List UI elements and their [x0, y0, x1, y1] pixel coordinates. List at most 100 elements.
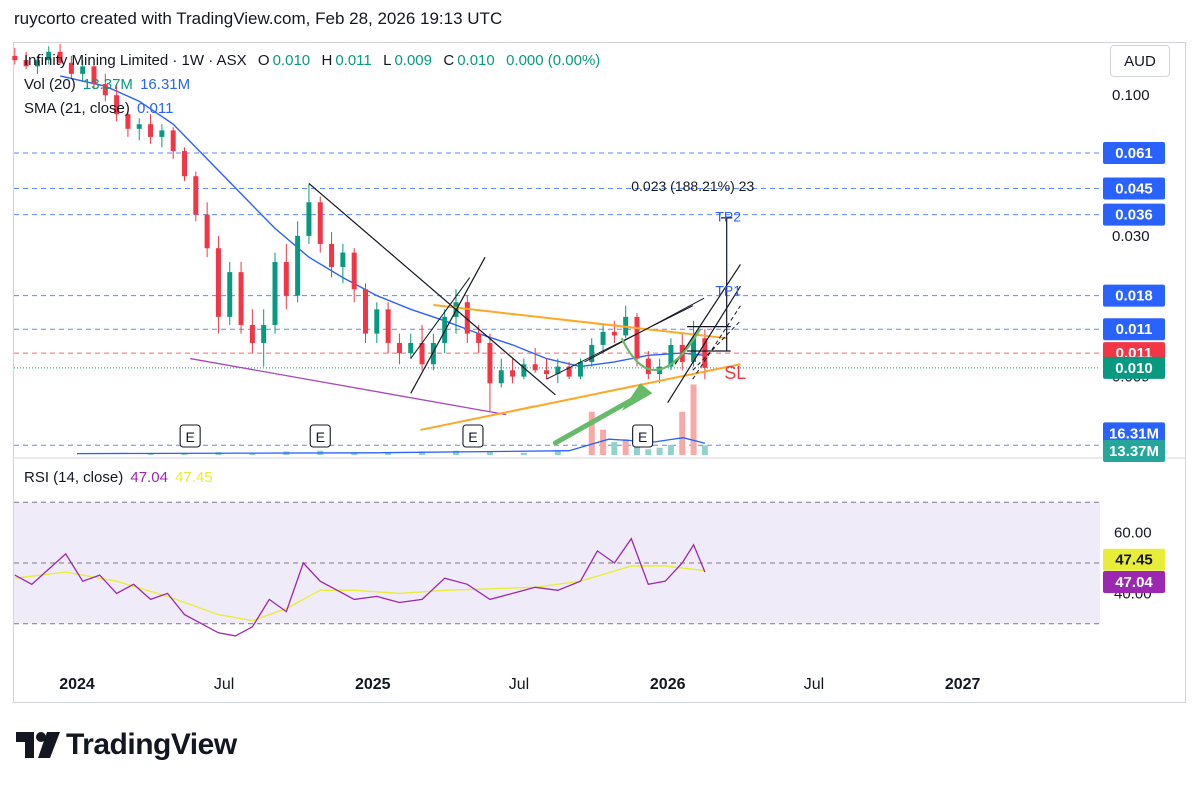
volume-bar — [147, 453, 154, 455]
tradingview-wordmark: TradingView — [66, 728, 237, 761]
price-tag: 0.045 — [1115, 181, 1153, 198]
volume-bar — [690, 384, 697, 455]
candle-body — [510, 370, 516, 377]
candle-body — [566, 366, 572, 377]
volume-bar — [701, 445, 708, 455]
candle-body — [374, 309, 380, 334]
symbol-title[interactable]: Infinity Mining Limited · 1W · ASX — [24, 52, 247, 69]
breakout-line-3 — [692, 305, 741, 380]
low-label: L — [383, 52, 392, 69]
channel-line-4 — [584, 297, 705, 363]
rsi-ma-value: 47.45 — [175, 469, 213, 486]
earnings-marker — [179, 424, 201, 448]
green-arrow-shaft — [552, 395, 638, 446]
candle-body — [283, 261, 289, 296]
price-legend: Infinity Mining Limited · 1W · ASX O 0.01… — [24, 52, 603, 69]
candle-body — [238, 272, 244, 325]
price-tag: 0.010 — [1115, 360, 1153, 377]
support-trendline — [190, 357, 507, 416]
lower-wedge-line — [420, 363, 741, 431]
volume-bar — [249, 452, 256, 455]
price-axis-label: 0.100 — [1112, 87, 1150, 104]
channel-line-3 — [546, 305, 693, 380]
volume-bar — [656, 447, 663, 455]
volume-tag: 13.37M — [1109, 443, 1159, 460]
price-tag-bg — [1103, 141, 1165, 164]
candle-body — [91, 66, 97, 85]
open-label: O — [257, 52, 270, 69]
time-axis-label: Jul — [509, 676, 529, 693]
annotation-label: TP1 — [715, 283, 741, 299]
candle-body — [464, 302, 470, 334]
candle-body — [114, 95, 120, 115]
time-axis-label: Jul — [214, 676, 234, 693]
candle-body — [295, 235, 301, 296]
rsi-ma-line — [14, 565, 705, 622]
candle-body — [80, 66, 86, 74]
candle-body — [634, 316, 640, 359]
candle-body — [272, 261, 278, 325]
candle-body — [215, 248, 221, 317]
change-value: 0.000 (0.00%) — [506, 52, 601, 69]
candle-body — [577, 361, 583, 377]
price-tag-bg — [1103, 203, 1165, 226]
time-axis-label: Jul — [804, 676, 824, 693]
open-value: 0.010 — [272, 52, 311, 69]
candle-body — [498, 370, 504, 384]
volume-ma-tag-bg — [1103, 422, 1165, 445]
candle-body — [125, 114, 131, 129]
tradingview-logo[interactable]: TradingView — [16, 728, 237, 762]
volume-bar — [679, 411, 686, 455]
candle-body — [396, 342, 402, 354]
earnings-marker — [309, 424, 331, 448]
rsi-legend[interactable]: RSI (14, close) 47.04 47.45 — [24, 469, 216, 486]
price-tag-bg — [1103, 356, 1165, 379]
earnings-marker — [632, 424, 654, 448]
high-label: H — [321, 52, 333, 69]
price-tag: 0.018 — [1115, 288, 1153, 305]
candle-body — [691, 338, 697, 362]
candle-body — [611, 331, 617, 336]
volume-bar — [452, 450, 459, 455]
sma-line — [59, 75, 705, 368]
chart-frame[interactable] — [13, 42, 1186, 703]
low-value: 0.009 — [394, 52, 432, 69]
currency-button[interactable]: AUD — [1110, 45, 1170, 77]
volume-bar — [600, 429, 607, 455]
candle-body — [204, 214, 210, 249]
volume-bar — [351, 452, 358, 455]
rsi-label: RSI (14, close) — [24, 469, 124, 486]
candle-body — [170, 130, 176, 152]
volume-legend[interactable]: Vol (20) 13.37M 16.31M — [24, 76, 193, 93]
green-curve-arrow — [620, 328, 701, 371]
volume-bar — [633, 446, 640, 455]
candle-body — [419, 342, 425, 365]
candle-body — [193, 176, 199, 215]
price-tag-bg — [1103, 177, 1165, 200]
candle-body — [329, 243, 335, 267]
volume-bar — [554, 450, 561, 455]
volume-bar — [419, 451, 426, 455]
channel-line-2 — [410, 277, 471, 359]
price-tag-bg — [1103, 318, 1165, 341]
price-axis-label: 0.030 — [1112, 228, 1150, 245]
sma-legend[interactable]: SMA (21, close) 0.011 — [24, 100, 176, 117]
volume-bar — [622, 439, 629, 455]
price-tag: 0.036 — [1115, 207, 1153, 224]
candle-body — [532, 364, 538, 371]
price-tag: 0.061 — [1115, 145, 1153, 162]
rsi-value: 47.04 — [130, 469, 168, 486]
rsi-tag: 47.04 — [1115, 574, 1153, 591]
volume-ma-tag: 16.31M — [1109, 425, 1159, 442]
candle-body — [668, 344, 674, 367]
candle-body — [227, 272, 233, 317]
earnings-marker-label: E — [316, 429, 325, 445]
candle-body — [249, 324, 255, 343]
candle-body — [555, 366, 561, 375]
earnings-marker-label: E — [468, 429, 477, 445]
candle-body — [362, 289, 368, 334]
sma-value: 0.011 — [137, 100, 174, 117]
candle-body — [102, 84, 108, 96]
time-axis-label: 2026 — [650, 676, 686, 693]
